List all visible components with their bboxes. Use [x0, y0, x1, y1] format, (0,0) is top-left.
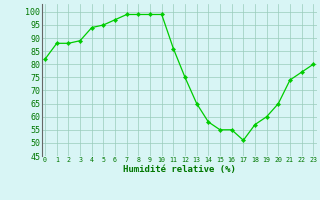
X-axis label: Humidité relative (%): Humidité relative (%) — [123, 165, 236, 174]
